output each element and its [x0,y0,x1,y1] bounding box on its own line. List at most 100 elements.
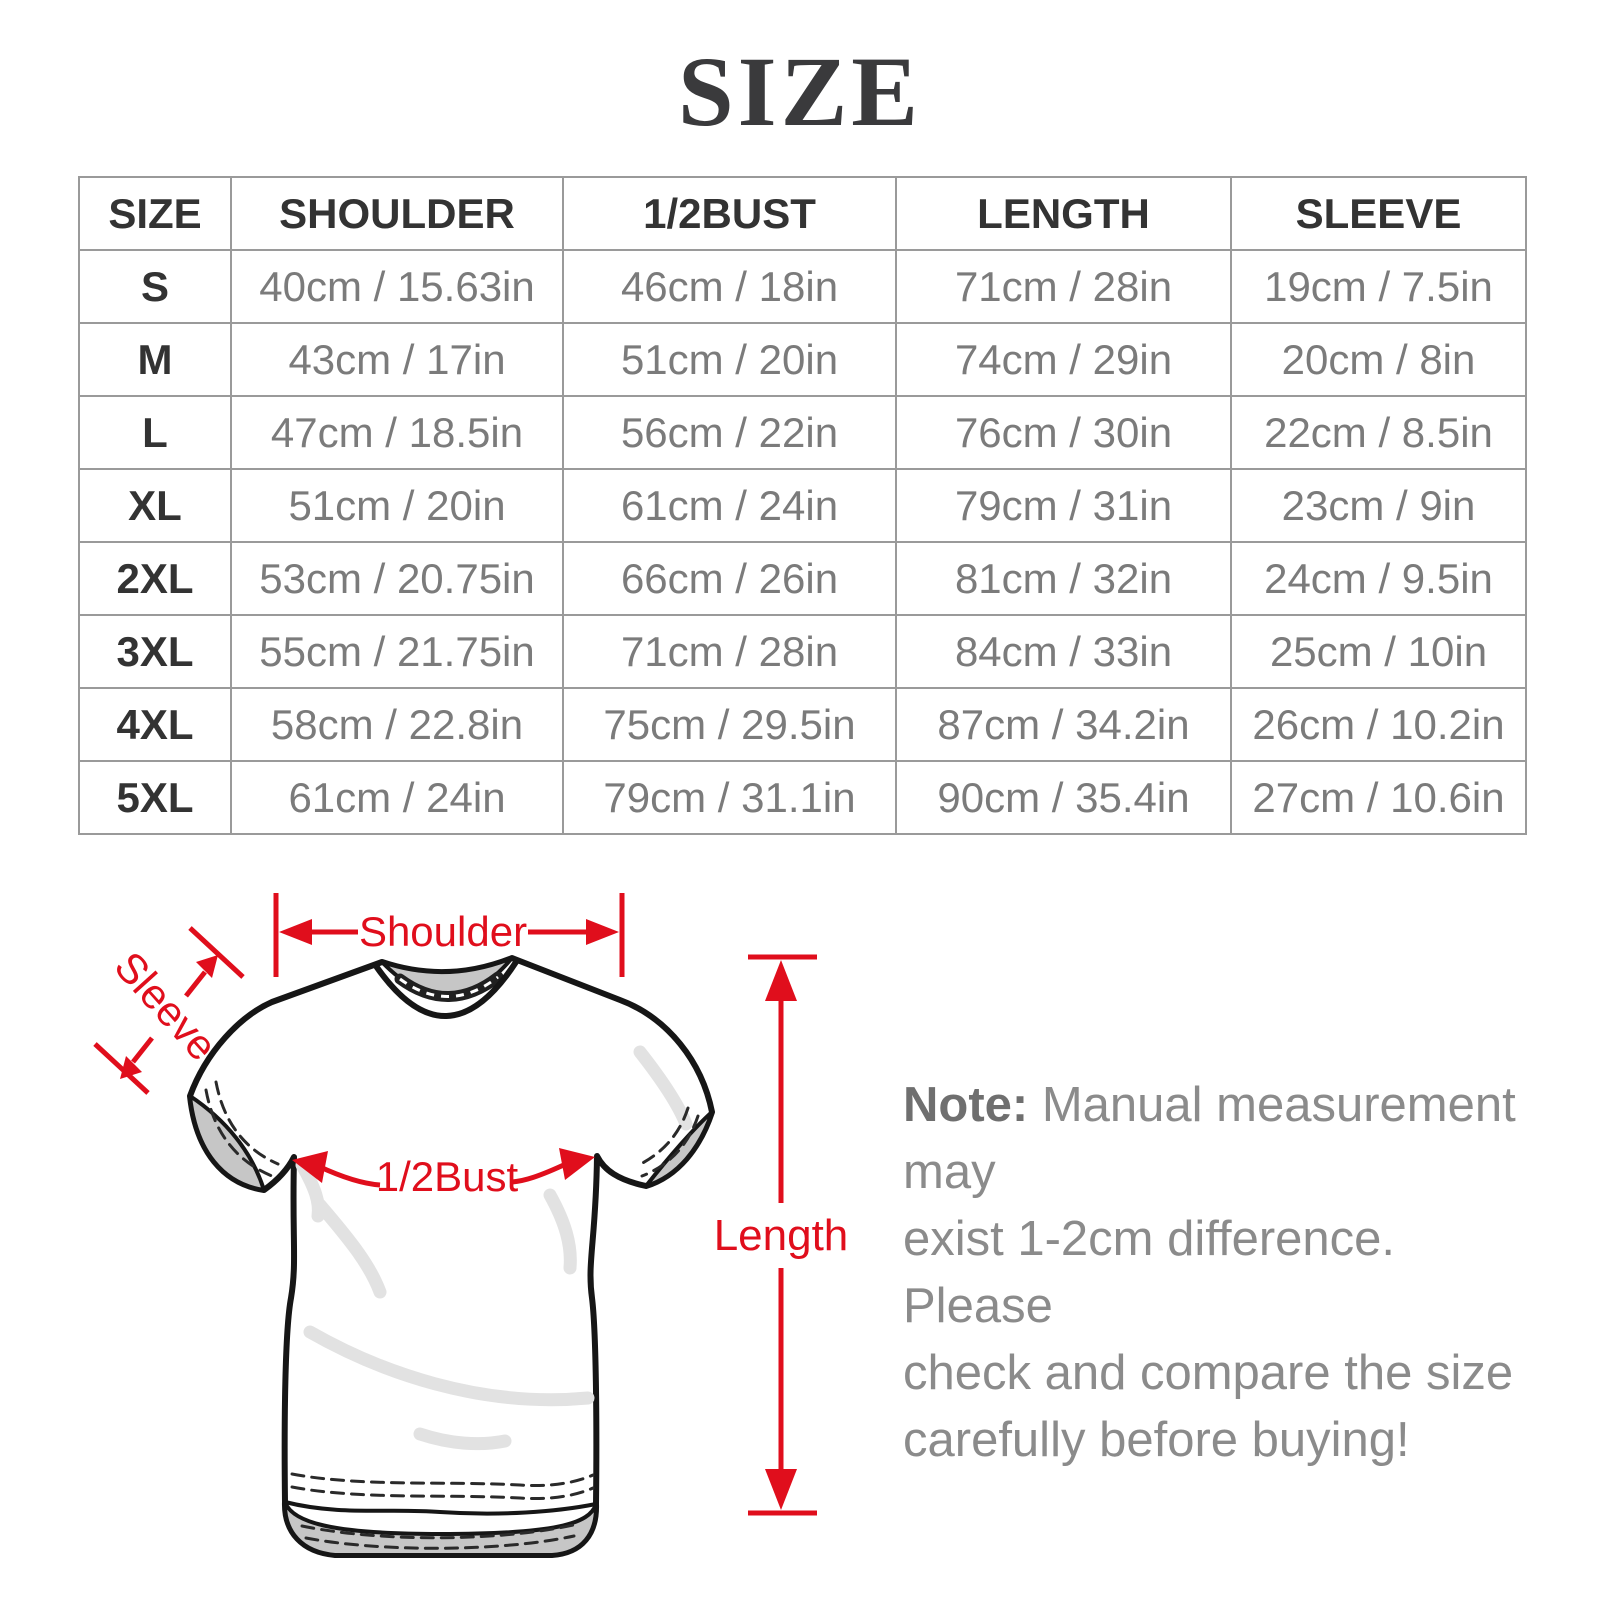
size-cell: L [78,395,232,470]
bust-arrowhead-right [559,1148,595,1180]
sleeve-cell: 19cm / 7.5in [1230,249,1527,324]
sleeve-tick-bottom [93,1042,150,1095]
shoulder-cell: 61cm / 24in [230,760,564,835]
sleeve-tick-top [188,926,245,979]
sleeve-arrowhead-bottom [120,1056,142,1079]
sleeve-shaft-bottom [131,1036,154,1064]
shoulder-cell: 53cm / 20.75in [230,541,564,616]
right-sleeve-opening [644,1110,714,1188]
right-sleeve-stitching [640,1114,700,1178]
wrinkle-shading [303,1325,595,1407]
page-title: SIZE [678,36,922,147]
column-header-shoulder: SHOULDER [230,176,564,251]
size-cell: 4XL [78,687,232,762]
shoulder-cell: 55cm / 21.75in [230,614,564,689]
bust-label: 1/2Bust [376,1153,519,1200]
hem-band-stitching [300,1522,580,1540]
left-sleeve-stitching [204,1088,274,1178]
bust-cell: 79cm / 31.1in [562,760,897,835]
note-line: exist 1-2cm difference. Please [903,1212,1396,1333]
bust-cell: 56cm / 22in [562,395,897,470]
right-sleeve-stitching [635,1106,690,1168]
length-cell: 74cm / 29in [895,322,1232,397]
table-row: 3XL 55cm / 21.75in 71cm / 28in 84cm / 33… [78,614,1527,689]
bust-shaft-right [511,1160,570,1185]
measurement-note: Note: Manual measurement may exist 1-2cm… [903,1072,1523,1474]
left-sleeve-stitching [214,1080,280,1166]
hem-band [282,1500,599,1557]
length-label: Length [714,1211,849,1260]
length-cell: 71cm / 28in [895,249,1232,324]
column-header-bust: 1/2BUST [562,176,897,251]
table-row: S 40cm / 15.63in 46cm / 18in 71cm / 28in… [78,249,1527,324]
sleeve-cell: 24cm / 9.5in [1230,541,1527,616]
sleeve-cell: 23cm / 9in [1230,468,1527,543]
bust-cell: 75cm / 29.5in [562,687,897,762]
shoulder-arrowhead-left [279,919,312,945]
note-line: carefully before buying! [903,1413,1410,1467]
table-row: M 43cm / 17in 51cm / 20in 74cm / 29in 20… [78,322,1527,397]
wrinkle-shading [543,1188,577,1275]
sleeve-shaft-top [184,970,207,998]
sleeve-cell: 20cm / 8in [1230,322,1527,397]
tshirt-measurement-diagram: Shoulder Sleeve 1/2Bust [93,893,849,1558]
column-header-length: LENGTH [895,176,1232,251]
length-measure-arrow: Length [714,954,849,1516]
note-text: Manual measurement may [903,1078,1516,1199]
hem-stitching [290,1472,595,1487]
collar-zigzag [399,975,499,998]
length-cell: 87cm / 34.2in [895,687,1232,762]
length-cell: 84cm / 33in [895,614,1232,689]
table-row: 2XL 53cm / 20.75in 66cm / 26in 81cm / 32… [78,541,1527,616]
size-cell: XL [78,468,232,543]
bust-cell: 71cm / 28in [562,614,897,689]
shoulder-measure-arrow: Shoulder [273,893,625,977]
hem-band-stitching [304,1534,576,1550]
size-cell: S [78,249,232,324]
tshirt-drawing [187,955,715,1558]
bust-measure-arrow: 1/2Bust [292,1148,595,1200]
table-row: XL 51cm / 20in 61cm / 24in 79cm / 31in 2… [78,468,1527,543]
size-cell: 3XL [78,614,232,689]
length-cell: 90cm / 35.4in [895,760,1232,835]
sleeve-cell: 27cm / 10.6in [1230,760,1527,835]
size-table: SIZE SHOULDER 1/2BUST LENGTH SLEEVE S 40… [78,176,1527,835]
shoulder-cell: 58cm / 22.8in [230,687,564,762]
bust-cell: 66cm / 26in [562,541,897,616]
bust-shaft-left [316,1163,381,1188]
note-line: check and compare the size [903,1346,1514,1400]
bust-arrowhead-left [292,1151,328,1183]
wrinkle-shading [295,1158,325,1223]
table-row: L 47cm / 18.5in 56cm / 22in 76cm / 30in … [78,395,1527,470]
hem-stitching [290,1485,595,1500]
shoulder-cell: 43cm / 17in [230,322,564,397]
note-label: Note: [903,1078,1029,1132]
shoulder-cell: 47cm / 18.5in [230,395,564,470]
size-cell: 5XL [78,760,232,835]
column-header-sleeve: SLEEVE [1230,176,1527,251]
shoulder-cell: 40cm / 15.63in [230,249,564,324]
shoulder-label: Shoulder [359,908,527,955]
bust-cell: 51cm / 20in [562,322,897,397]
wrinkle-shading [313,1198,387,1299]
sleeve-cell: 25cm / 10in [1230,614,1527,689]
wrinkle-shading [413,1427,512,1451]
left-sleeve-opening [188,1094,266,1192]
length-cell: 79cm / 31in [895,468,1232,543]
sleeve-cell: 26cm / 10.2in [1230,687,1527,762]
hem-top-edge [283,1500,598,1516]
table-header-row: SIZE SHOULDER 1/2BUST LENGTH SLEEVE [78,176,1527,251]
length-arrowhead-up [765,960,797,1001]
tshirt-body [187,955,715,1558]
shoulder-cell: 51cm / 20in [230,468,564,543]
length-cell: 76cm / 30in [895,395,1232,470]
bust-cell: 61cm / 24in [562,468,897,543]
sleeve-cell: 22cm / 8.5in [1230,395,1527,470]
sleeve-arrowhead-top [196,955,218,978]
collar-front-rim [373,959,519,1019]
length-cell: 81cm / 32in [895,541,1232,616]
table-row: 5XL 61cm / 24in 79cm / 31.1in 90cm / 35.… [78,760,1527,835]
length-arrowhead-down [765,1469,797,1510]
size-cell: 2XL [78,541,232,616]
